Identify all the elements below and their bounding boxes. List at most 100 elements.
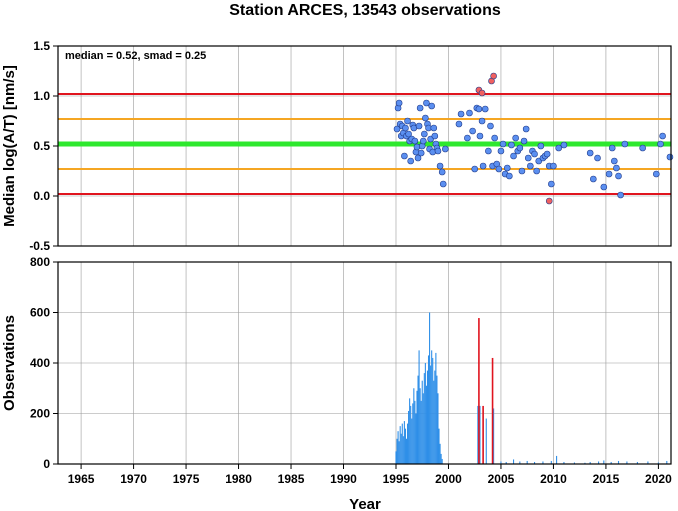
scatter-point-inlier	[522, 125, 530, 133]
x-tick-label: 2010	[540, 472, 567, 486]
scatter-point-inlier	[527, 162, 534, 170]
scatter-point-inlier	[475, 105, 483, 113]
bar-normal	[404, 428, 406, 464]
bar-normal	[398, 441, 400, 464]
scatter-point-inlier	[457, 110, 465, 118]
bar-normal	[423, 373, 425, 464]
bar-normal	[647, 461, 649, 464]
bar-normal	[666, 460, 668, 464]
scatter-y-tick-label: 1.5	[33, 39, 50, 53]
bar-normal	[405, 438, 408, 464]
scatter-point-inlier	[510, 152, 517, 160]
bar-normal	[397, 431, 399, 464]
bar-normal	[589, 461, 591, 464]
scatter-point-inlier	[438, 168, 446, 176]
scatter-point-inlier	[503, 164, 511, 172]
scatter-point-inlier	[416, 104, 424, 112]
scatter-point-inlier	[421, 130, 428, 138]
scatter-point-inlier	[550, 162, 557, 170]
scatter-point-inlier	[436, 162, 444, 170]
scatter-point-inlier	[401, 152, 408, 160]
scatter-point-inlier	[600, 183, 608, 191]
scatter-point-inlier	[594, 154, 601, 162]
scatter-point-inlier	[499, 140, 507, 148]
bar-normal	[403, 421, 405, 464]
bar-normal	[438, 428, 440, 464]
scatter-point-inlier	[422, 114, 429, 122]
scatter-y-tick-label: -0.5	[29, 239, 50, 253]
scatter-point-inlier	[608, 144, 616, 152]
bar-normal	[431, 350, 433, 464]
bar-normal	[500, 461, 502, 464]
bar-normal	[550, 460, 552, 464]
bar-normal	[513, 459, 515, 464]
scatter-point-inlier	[415, 122, 423, 130]
bar-normal	[412, 403, 414, 464]
scatter-point-inlier	[495, 165, 503, 173]
bar-normal	[399, 426, 401, 464]
scatter-point-inlier	[537, 142, 545, 150]
x-tick-label: 1990	[330, 472, 357, 486]
scatter-point-inlier	[611, 157, 618, 165]
bar-normal	[505, 461, 507, 464]
bar-normal	[427, 355, 430, 464]
x-tick-label: 1970	[120, 472, 147, 486]
scatter-point-inlier	[659, 132, 666, 140]
scatter-point-inlier	[414, 154, 422, 162]
scatter-point-inlier	[613, 164, 620, 172]
bar-y-tick-label: 800	[30, 255, 50, 269]
x-ticks: 1965 1970 1975 1980 1985 1990 1995 2000 2005 2010…	[68, 464, 672, 486]
bar-normal	[542, 461, 544, 464]
x-tick-label: 2020	[645, 472, 672, 486]
scatter-point-inlier	[524, 154, 532, 162]
scatter-point-inlier	[512, 134, 519, 142]
scatter-point-inlier	[479, 162, 487, 170]
bar-normal	[430, 365, 432, 464]
bar-normal	[422, 393, 424, 464]
scatter-point-inlier	[395, 99, 403, 107]
scatter-point-inlier	[455, 120, 463, 128]
bar-normal	[421, 380, 423, 464]
scatter-point-inlier	[487, 122, 494, 130]
x-tick-label: 2005	[488, 472, 515, 486]
scatter-point-inlier	[405, 130, 412, 138]
scatter-point-inlier	[430, 124, 438, 132]
bar-normal	[419, 388, 421, 464]
bar-normal	[584, 462, 586, 464]
bar-normal	[401, 423, 403, 464]
bar-normal	[610, 461, 612, 464]
bar-normal	[411, 418, 413, 464]
bar-normal	[409, 398, 411, 464]
bar-normal	[485, 418, 487, 464]
bar-normal	[526, 460, 528, 464]
x-tick-label: 1975	[173, 472, 200, 486]
bar-normal	[617, 460, 620, 464]
x-tick-label: 1980	[225, 472, 252, 486]
scatter-point-inlier	[657, 140, 664, 148]
bar-outlier	[478, 318, 480, 464]
scatter-point-inlier	[653, 170, 660, 178]
bar-gridlines	[58, 261, 671, 465]
bar-normal	[573, 462, 575, 464]
bar-normal	[402, 436, 404, 464]
scatter-point-inlier	[469, 127, 476, 135]
scatter-point-inlier	[560, 141, 568, 149]
scatter-point-inlier	[466, 109, 473, 117]
bar-normal	[420, 400, 422, 464]
bar-normal	[400, 433, 402, 464]
scatter-point-inlier	[434, 147, 442, 155]
x-tick-label: 1965	[68, 472, 95, 486]
bar-normal	[440, 453, 442, 464]
scatter-panel: median = 0.52, smad = 0.25 -0.5 0.0 0.5 1.0…	[1, 39, 674, 253]
bar-normal	[519, 461, 521, 464]
bar-outlier	[482, 405, 484, 464]
scatter-point-inlier	[520, 137, 528, 145]
scatter-point-inlier	[478, 117, 486, 125]
bar-normal	[437, 393, 439, 464]
bar-normal	[417, 375, 419, 464]
scatter-point-outlier	[545, 197, 553, 205]
scatter-point-inlier	[402, 124, 409, 132]
bars	[395, 312, 668, 464]
x-tick-label: 1985	[278, 472, 305, 486]
